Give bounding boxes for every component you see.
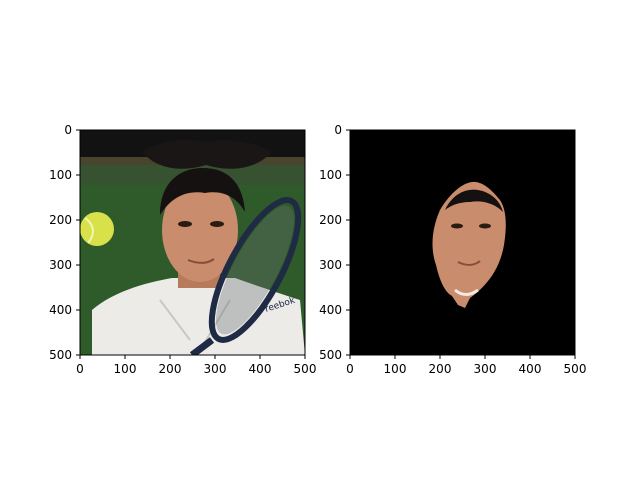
left-xtick-label: 100 [114, 362, 137, 376]
left-ytick-label: 500 [49, 348, 72, 362]
left-ytick-label: 300 [49, 258, 72, 272]
right-ytick-label: 100 [319, 168, 342, 182]
right-xtick-label: 300 [474, 362, 497, 376]
right-ytick-label: 200 [319, 213, 342, 227]
right-photo [350, 130, 575, 355]
right-ytick-label: 300 [319, 258, 342, 272]
left-photo: reebok [80, 130, 305, 355]
left-image-panel: reebok 0 100 200 300 400 500 0 100 200 300 400 500 [49, 123, 316, 376]
right-ticks: 0 100 200 300 400 500 0 100 200 300 400 500 [319, 123, 586, 376]
right-ytick-label: 500 [319, 348, 342, 362]
right-ytick-label: 400 [319, 303, 342, 317]
left-xtick-label: 400 [249, 362, 272, 376]
left-ytick-label: 0 [64, 123, 72, 137]
left-ticks: 0 100 200 300 400 500 0 100 200 300 400 500 [49, 123, 316, 376]
right-axes-frame [349, 129, 576, 356]
right-ytick-label: 0 [334, 123, 342, 137]
right-xtick-label: 200 [429, 362, 452, 376]
left-xtick-label: 300 [204, 362, 227, 376]
right-xtick-label: 400 [519, 362, 542, 376]
right-xtick-label: 500 [564, 362, 587, 376]
left-xtick-label: 0 [76, 362, 84, 376]
left-xtick-label: 200 [159, 362, 182, 376]
left-axes-frame [79, 129, 306, 356]
left-ytick-label: 200 [49, 213, 72, 227]
right-xtick-label: 100 [384, 362, 407, 376]
left-xtick-label: 500 [294, 362, 317, 376]
right-xtick-label: 0 [346, 362, 354, 376]
left-ytick-label: 400 [49, 303, 72, 317]
left-ytick-label: 100 [49, 168, 72, 182]
right-image-panel: 0 100 200 300 400 500 0 100 200 300 400 500 [319, 123, 586, 376]
